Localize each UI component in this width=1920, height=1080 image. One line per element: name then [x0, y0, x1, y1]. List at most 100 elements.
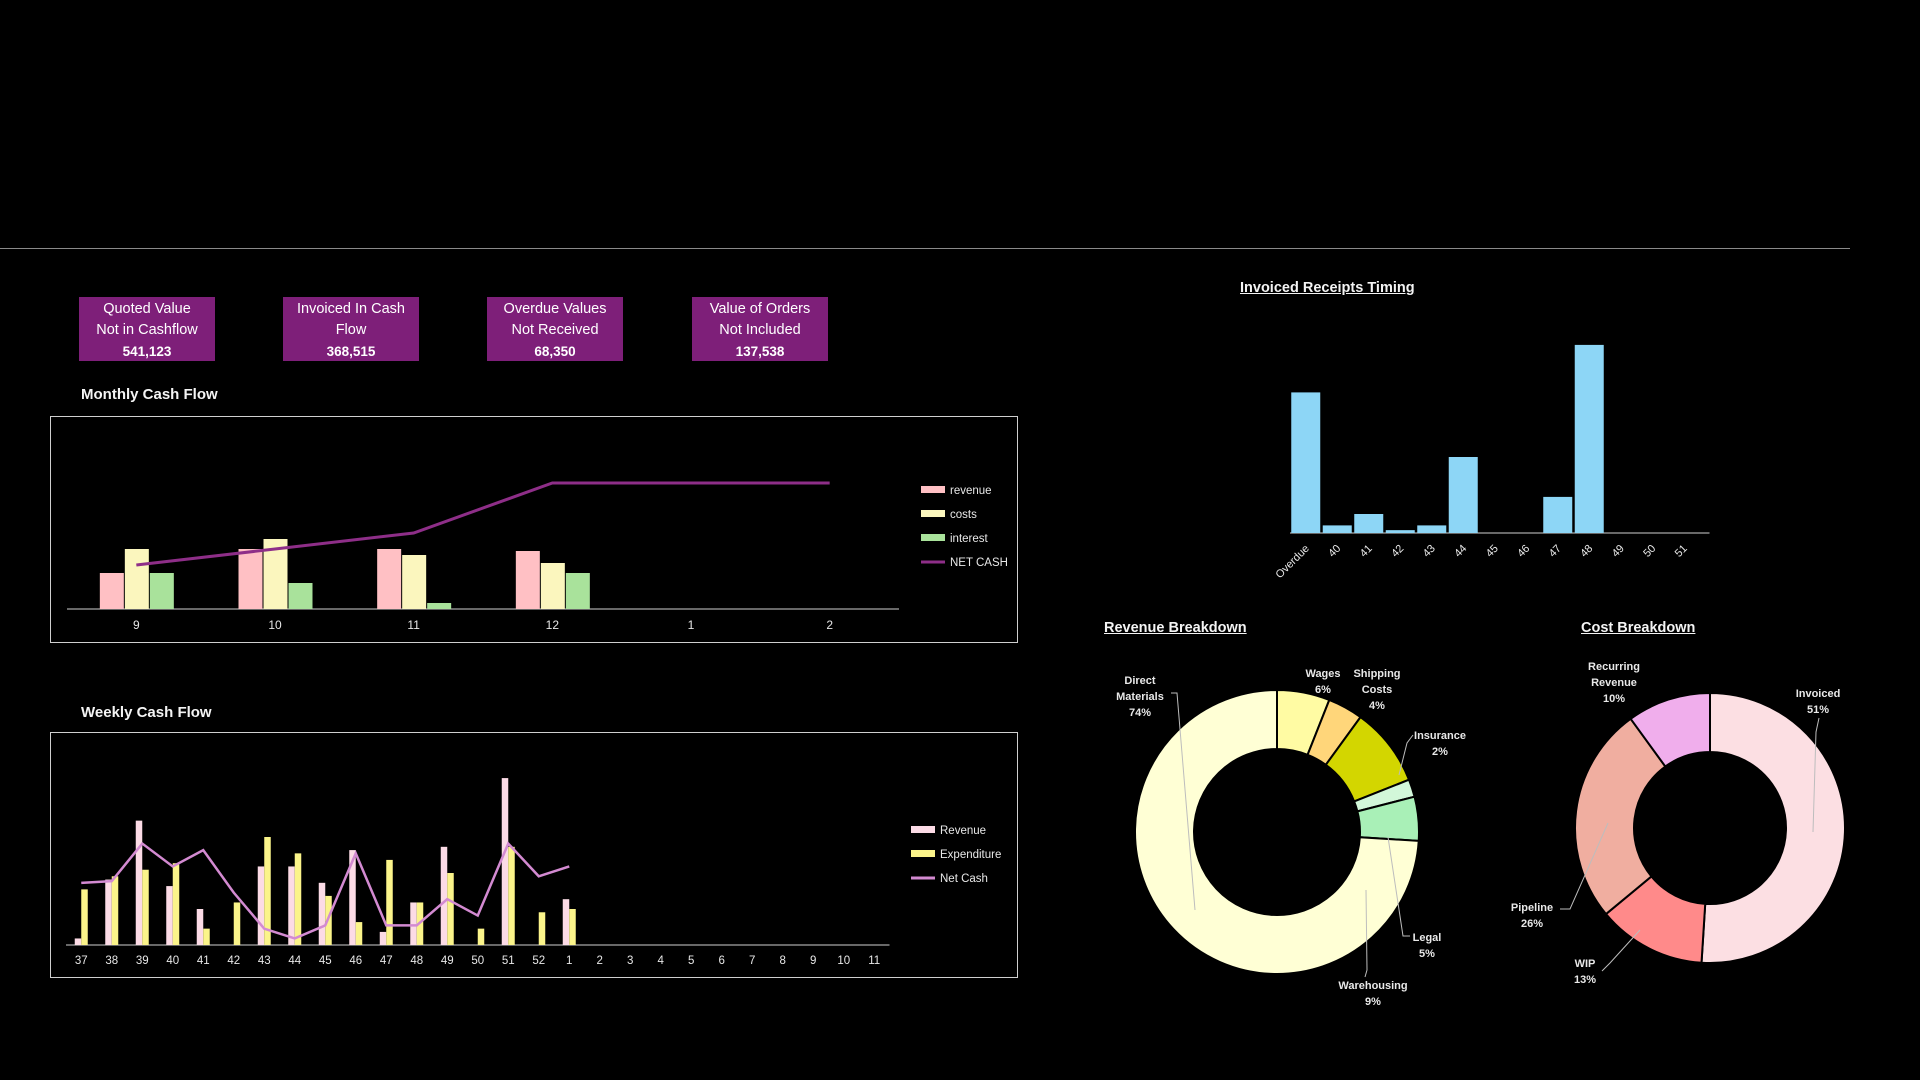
cost-breakdown-title: Cost Breakdown [1581, 620, 1696, 636]
x-tick-label: 40 [1326, 543, 1343, 560]
slice-label: Invoiced [1796, 688, 1841, 700]
slice-label: Pipeline [1511, 902, 1553, 914]
cost-slice [1700, 691, 1846, 964]
leader-line [1171, 692, 1196, 911]
bar-revenue [196, 909, 204, 945]
leader-line [1387, 836, 1410, 937]
cost-breakdown-chart: Invoiced 51% WIP 13% Pipeline 26% Recurring Rev… [1511, 661, 1846, 986]
bar-expenditure [81, 889, 88, 945]
kpi-invoiced-in-cash: Invoiced In Cash Flow 368,515 [283, 297, 419, 361]
slice-label: 51% [1807, 704, 1829, 716]
x-tick-label: 41 [1358, 543, 1375, 560]
bar-revenue [501, 778, 509, 945]
x-tick-label: 8 [780, 955, 786, 967]
x-tick-label: 5 [688, 955, 694, 967]
bar-receipts [1543, 496, 1573, 533]
slice-label: 4% [1369, 700, 1385, 712]
x-tick-label: 47 [380, 955, 393, 967]
x-tick-label: 43 [258, 955, 271, 967]
weekly-cash-flow-chart: 37 38 39 40 41 42 43 44 45 46 47 48 49 50 51 52 1 2 3 4 5 6 7 8… [66, 778, 1001, 967]
slice-label: 2% [1432, 746, 1448, 758]
x-tick-label: 50 [1641, 543, 1658, 560]
x-tick-label: 38 [105, 955, 118, 967]
bar-revenue [515, 551, 540, 609]
bar-receipts [1574, 344, 1604, 533]
receipts-chart-title: Invoiced Receipts Timing [1240, 280, 1415, 296]
slice-label: Wages [1305, 668, 1340, 680]
bar-revenue [99, 573, 124, 609]
revenue-slice [1134, 688, 1420, 975]
bar-revenue [166, 886, 173, 945]
slice-label: Recurring [1588, 661, 1640, 673]
x-tick-label: 40 [166, 955, 179, 967]
slice-label: Shipping [1353, 668, 1400, 680]
bar-expenditure [508, 846, 515, 945]
monthly-cash-flow-panel: 9 10 11 12 1 2 revenue costs interest NET CASH [50, 416, 1018, 643]
x-tick-label: 10 [837, 955, 850, 967]
x-tick-label: 41 [197, 955, 210, 967]
x-tick-label: 51 [1673, 543, 1690, 560]
x-tick-label: 1 [566, 955, 572, 967]
bar-revenue [238, 549, 263, 609]
x-tick-label: 3 [627, 955, 633, 967]
weekly-cash-flow-panel: 37 38 39 40 41 42 43 44 45 46 47 48 49 50 51 52 1 2 3 4 5 6 7 8… [50, 732, 1018, 978]
bar-interest [149, 573, 174, 609]
bar-receipts [1448, 457, 1478, 533]
x-tick-label: 11 [868, 955, 880, 967]
monthly-chart-title: Monthly Cash Flow [81, 386, 218, 403]
bar-expenditure [172, 863, 180, 945]
legend-label: interest [950, 533, 989, 545]
bar-interest [427, 603, 452, 609]
leader-line [1560, 822, 1609, 910]
x-tick-label: 9 [810, 955, 816, 967]
slice-label: Costs [1362, 684, 1393, 696]
x-tick-label: 6 [719, 955, 725, 967]
bar-revenue [135, 820, 143, 945]
x-tick-label: 9 [133, 618, 140, 632]
x-tick-label: 44 [1452, 543, 1469, 560]
bar-revenue [318, 882, 326, 945]
slice-label: Materials [1116, 691, 1164, 703]
slice-label: 5% [1419, 948, 1435, 960]
x-tick-label: 44 [288, 955, 301, 967]
kpi-label-line2: Flow [335, 322, 367, 338]
bar-expenditure [111, 876, 119, 945]
x-tick-label: 43 [1421, 543, 1438, 560]
bar-expenditure [142, 869, 149, 945]
legend-label: Expenditure [940, 849, 1001, 861]
bar-revenue [377, 549, 402, 609]
slice-label: Direct [1124, 675, 1156, 687]
slice-label: 6% [1315, 684, 1331, 696]
x-tick-label: 7 [749, 955, 755, 967]
x-tick-label: 49 [441, 955, 454, 967]
bar-expenditure [264, 837, 271, 945]
bar-expenditure [233, 902, 241, 945]
leader-line [1601, 929, 1641, 972]
revenue-breakdown-title: Revenue Breakdown [1104, 620, 1247, 636]
bar-costs [540, 563, 565, 609]
bar-receipts [1322, 525, 1352, 533]
bar-costs [124, 549, 149, 609]
bar-expenditure [477, 928, 485, 945]
bar-expenditure [294, 853, 302, 945]
kpi-overdue-values: Overdue Values Not Received 68,350 [487, 297, 623, 361]
slice-label: 9% [1365, 996, 1381, 1008]
x-tick-label: 52 [532, 955, 545, 967]
x-tick-label: 12 [546, 618, 560, 632]
bar-revenue [440, 846, 448, 945]
x-tick-label: 47 [1547, 543, 1564, 560]
bar-expenditure [538, 912, 546, 945]
kpi-value: 541,123 [122, 344, 172, 359]
legend-swatch [911, 850, 935, 857]
kpi-quoted-value: Quoted Value Not in Cashflow 541,123 [79, 297, 215, 361]
legend-label: Net Cash [940, 873, 988, 885]
bar-expenditure [447, 873, 454, 945]
slice-label: 26% [1521, 918, 1543, 930]
x-tick-label: 39 [136, 955, 149, 967]
kpi-value: 368,515 [326, 344, 376, 359]
bar-revenue [105, 879, 112, 945]
bar-expenditure [386, 859, 393, 945]
revenue-breakdown-chart: Wages 6% Shipping Costs 4% Warehousing 9% Insur… [1116, 668, 1466, 1008]
slice-label: Warehousing [1338, 980, 1407, 992]
x-tick-label: 45 [319, 955, 332, 967]
